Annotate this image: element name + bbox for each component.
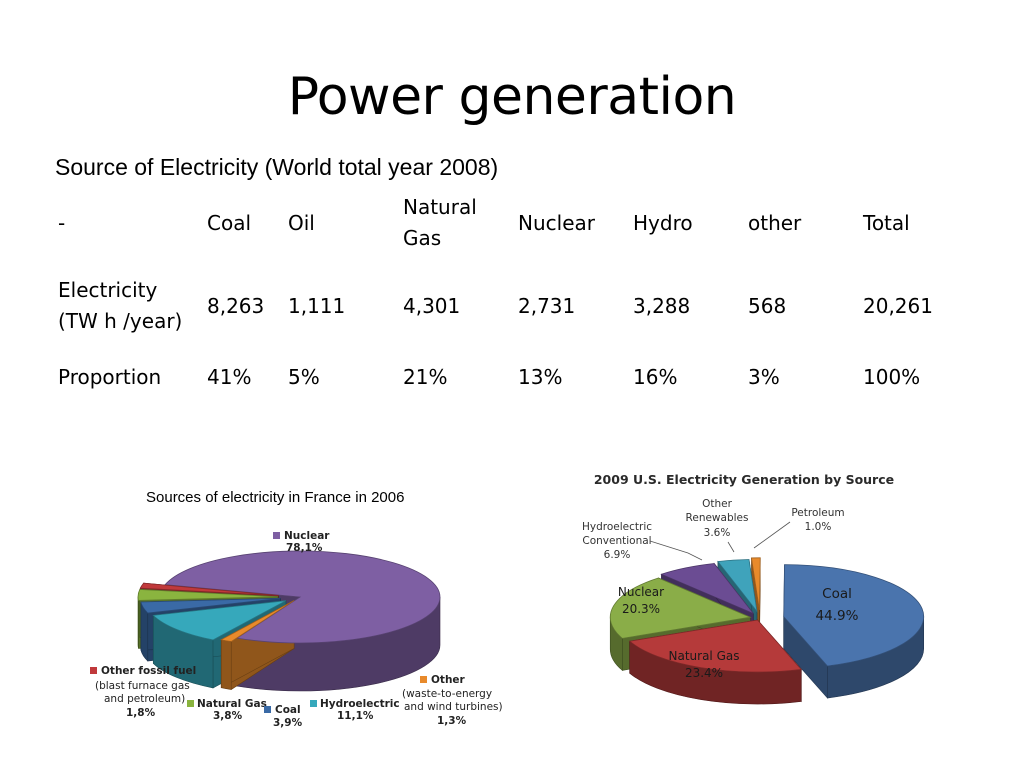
hydroelectric-label: Conventional <box>582 535 651 547</box>
france-chart-title: Sources of electricity in France in 2006 <box>146 489 405 506</box>
other-label: Other <box>431 674 466 686</box>
other-note: and wind turbines) <box>404 701 503 713</box>
table-header-row: - Coal Oil Natural Gas Nuclear Hydro oth… <box>50 190 970 256</box>
natural-gas-slice <box>628 619 803 673</box>
table-cell: 1,111 <box>288 293 346 318</box>
table-caption: Source of Electricity (World total year … <box>55 154 499 180</box>
table-cell: 41% <box>207 364 252 389</box>
coal-legend-swatch <box>264 706 271 713</box>
slide-title: Power generation <box>287 67 737 127</box>
nuclear-legend-swatch <box>273 532 280 539</box>
other-renewables-label: Other <box>702 498 732 510</box>
other-renewables-label: Renewables <box>686 512 749 524</box>
natural-gas-legend-swatch <box>187 700 194 707</box>
table-cell: 568 <box>748 293 787 318</box>
table-cell: 2,731 <box>518 293 576 318</box>
other-note: (waste-to-energy <box>402 688 492 700</box>
header-cell: Oil <box>288 210 315 235</box>
other-fossil-fuel-value-label: 1,8% <box>126 707 156 719</box>
coal-label: Coal <box>275 704 301 716</box>
petroleum-label: Petroleum <box>791 507 844 519</box>
hydroelectric-value-label: 6.9% <box>604 549 631 561</box>
header-cell: Nuclear <box>518 210 595 235</box>
table-cell: 21% <box>403 364 448 389</box>
petroleum-value-label: 1.0% <box>805 521 832 533</box>
other-value-label: 1,3% <box>437 715 467 727</box>
table-cell: 13% <box>518 364 563 389</box>
hydroelectric-legend-swatch <box>310 700 317 707</box>
table-cell: 3,288 <box>633 293 691 318</box>
us-pie-chart: Coal 44.9% Natural Gas 23.4% Nuclear 20.3% Hyd… <box>582 498 925 705</box>
other-fossil-fuel-note: and petroleum) <box>104 693 185 705</box>
table-cell: 4,301 <box>403 293 461 318</box>
header-cell: other <box>748 210 802 235</box>
other-fossil-fuel-slice <box>139 582 279 596</box>
table-cell: 5% <box>288 364 320 389</box>
other-renewables-leader-line <box>727 541 735 553</box>
coal-label: Coal <box>822 586 852 602</box>
other-fossil-fuel-legend-swatch <box>90 667 97 674</box>
table-cell: 16% <box>633 364 678 389</box>
other-legend-swatch <box>420 676 427 683</box>
coal-value-label: 44.9% <box>816 608 859 624</box>
hydroelectric-label: Hydroelectric <box>320 698 400 710</box>
nuclear-value-label: 20.3% <box>622 602 660 616</box>
natural-gas-value-label: 23.4% <box>685 666 723 680</box>
nuclear-label: Nuclear <box>618 585 664 599</box>
hydroelectric-leader-line <box>649 540 703 561</box>
row-label: Proportion <box>58 364 162 389</box>
us-chart-title: 2009 U.S. Electricity Generation by Sour… <box>594 472 894 487</box>
nuclear-slice <box>609 577 752 639</box>
natural-gas-value-label: 3,8% <box>213 710 243 722</box>
other-slice-side <box>220 639 232 690</box>
header-cell: Coal <box>207 210 252 235</box>
table-row: Proportion 41% 5% 21% 13% 16% 3% 100% <box>50 356 970 398</box>
table-row: Electricity (TW h /year) 8,263 1,111 4,3… <box>50 256 970 356</box>
other-renewables-slice <box>717 559 758 613</box>
other-fossil-fuel-note: (blast furnace gas <box>95 680 190 692</box>
table-cell: 100% <box>863 364 921 389</box>
coal-slice <box>783 564 925 667</box>
natural-gas-slice <box>137 589 279 601</box>
row-label: Electricity (TW h /year) <box>58 278 183 333</box>
coal-slice <box>140 597 281 614</box>
hydroelectric-slice <box>152 600 287 641</box>
other-renewables-value-label: 3.6% <box>704 527 731 539</box>
petroleum-slice <box>751 557 761 610</box>
petroleum-leader-line <box>753 521 791 549</box>
nuclear-slice <box>164 550 441 644</box>
hydroelectric-conventional-slice <box>660 563 754 614</box>
other-fossil-fuel-label: Other fossil fuel <box>101 665 196 677</box>
natural-gas-label: Natural Gas <box>197 698 267 710</box>
table-cell: 8,263 <box>207 293 265 318</box>
header-cell: Total <box>863 210 910 235</box>
table-cell: 20,261 <box>863 293 933 318</box>
other-slice <box>220 600 295 642</box>
hydroelectric-value-label: 11,1% <box>337 710 374 722</box>
coal-value-label: 3,9% <box>273 717 303 729</box>
electricity-table: - Coal Oil Natural Gas Nuclear Hydro oth… <box>50 190 970 398</box>
nuclear-label: Nuclear <box>284 530 330 542</box>
natural-gas-label: Natural Gas <box>669 649 740 663</box>
table-cell: 3% <box>748 364 780 389</box>
header-cell: Natural Gas <box>403 195 477 250</box>
header-cell: - <box>58 210 66 235</box>
hydroelectric-label: Hydroelectric <box>582 521 652 533</box>
nuclear-value-label: 78,1% <box>286 542 323 554</box>
header-cell: Hydro <box>633 210 693 235</box>
